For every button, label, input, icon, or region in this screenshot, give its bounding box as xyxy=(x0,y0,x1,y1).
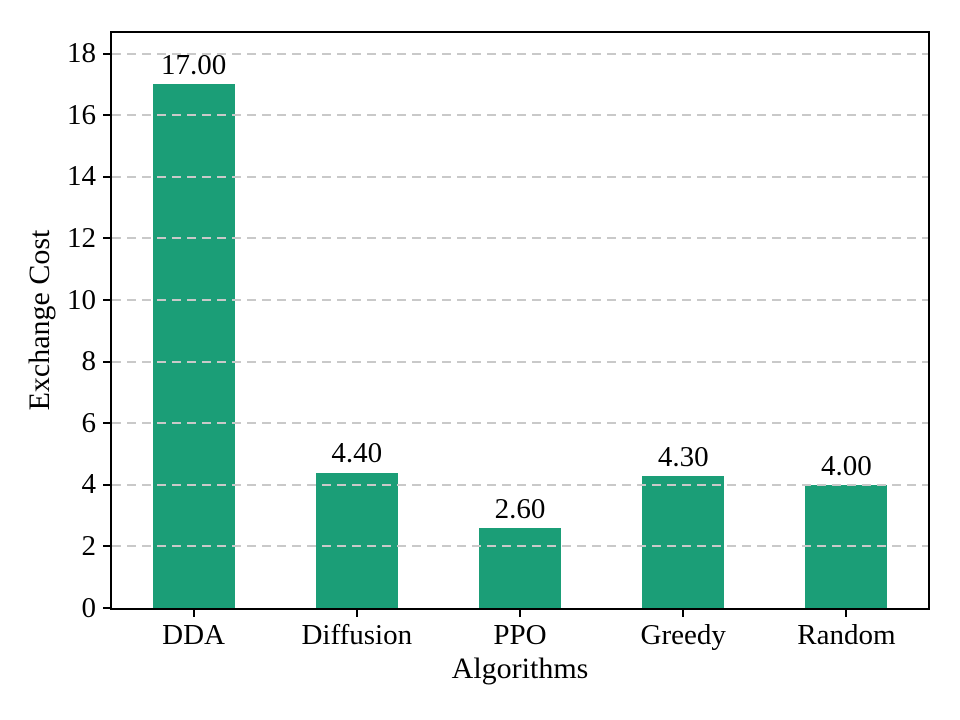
gridline-y10 xyxy=(112,299,928,302)
y-tick-mark xyxy=(103,52,110,55)
y-tick-mark xyxy=(103,299,110,302)
bar-DDA xyxy=(152,84,235,608)
y-tick-mark xyxy=(103,360,110,363)
bar-value-label-Greedy: 4.30 xyxy=(657,440,709,473)
bar-value-label-Random: 4.00 xyxy=(821,449,872,482)
y-tick-mark xyxy=(103,237,110,240)
x-tick-label-Diffusion: Diffusion xyxy=(301,619,413,651)
gridline-y8 xyxy=(112,360,928,363)
bar-PPO xyxy=(479,527,561,608)
y-tick-label: 8 xyxy=(81,345,97,378)
gridline-y14 xyxy=(112,175,928,178)
x-tick-label-Random: Random xyxy=(797,619,896,651)
y-tick-mark xyxy=(103,422,110,425)
gridline-y12 xyxy=(112,237,928,240)
x-tick-mark xyxy=(192,610,195,617)
y-tick-label: 14 xyxy=(67,160,96,193)
x-tick-mark xyxy=(519,610,521,617)
y-tick-label: 12 xyxy=(67,221,96,254)
x-tick-label-Greedy: Greedy xyxy=(640,619,726,651)
y-tick-label: 0 xyxy=(81,591,97,624)
gridline-y4 xyxy=(112,483,928,486)
bar-Greedy xyxy=(642,475,725,608)
bar-value-label-PPO: 2.60 xyxy=(494,492,546,525)
y-tick-label: 18 xyxy=(67,37,96,70)
y-tick-label: 16 xyxy=(67,98,96,131)
x-tick-label-PPO: PPO xyxy=(493,619,547,651)
gridline-y18 xyxy=(112,52,928,55)
gridline-y6 xyxy=(112,422,928,425)
y-tick-mark xyxy=(103,607,110,609)
x-tick-label-DDA: DDA xyxy=(162,619,226,651)
y-tick-mark xyxy=(103,175,110,178)
y-tick-label: 10 xyxy=(67,283,96,316)
x-tick-mark xyxy=(845,610,848,617)
y-tick-label: 2 xyxy=(81,529,97,562)
y-tick-mark xyxy=(103,545,110,548)
bar-value-label-DDA: 17.00 xyxy=(160,49,227,82)
y-tick-label: 6 xyxy=(81,406,97,439)
y-tick-label: 4 xyxy=(81,468,97,501)
y-tick-mark xyxy=(103,114,110,117)
gridline-y16 xyxy=(112,114,928,117)
x-axis-label: Algorithms xyxy=(451,652,589,685)
bar-value-label-Diffusion: 4.40 xyxy=(331,437,383,470)
plot-area xyxy=(110,31,930,610)
x-tick-mark xyxy=(355,610,358,617)
y-axis-label: Exchange Cost xyxy=(23,229,56,411)
x-tick-mark xyxy=(682,610,685,617)
gridline-y2 xyxy=(112,545,928,548)
y-tick-mark xyxy=(103,483,110,486)
bar-Diffusion xyxy=(315,472,398,608)
